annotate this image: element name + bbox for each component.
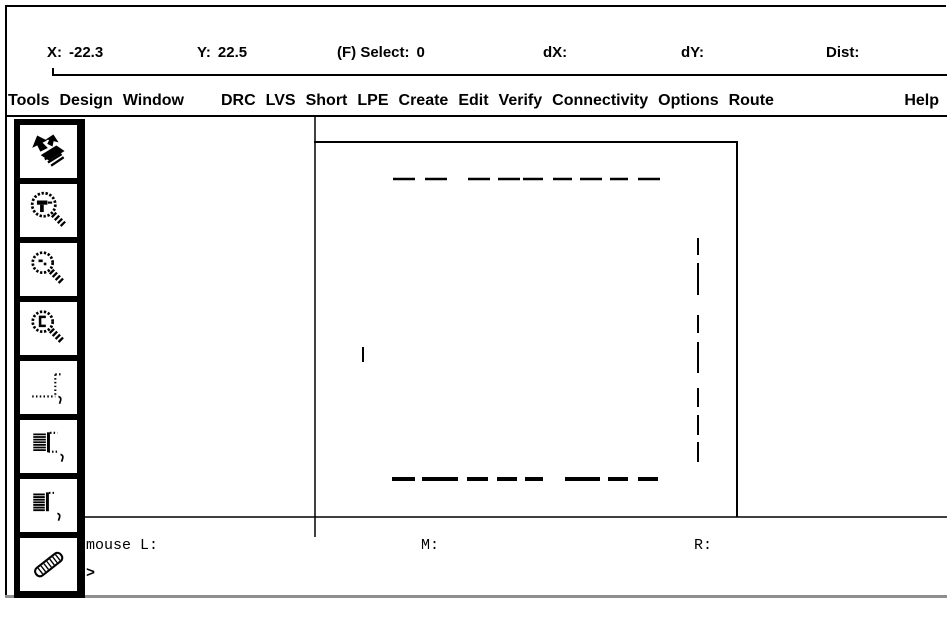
mouse-middle-binding: M: bbox=[421, 537, 440, 554]
menu-item-design[interactable]: Design bbox=[59, 92, 113, 109]
status-x-value: -22.3 bbox=[69, 44, 104, 61]
menu-bar-divider bbox=[7, 115, 947, 117]
menu-item-route[interactable]: Route bbox=[728, 92, 774, 109]
menu-item-short[interactable]: Short bbox=[305, 92, 348, 109]
menu-bar: Tools Design Window DRC LVS Short LPE Cr… bbox=[8, 88, 941, 114]
zoom-out-button[interactable] bbox=[20, 243, 77, 296]
status-y-value: 22.5 bbox=[217, 44, 248, 61]
status-dist-label: Dist: bbox=[826, 44, 860, 61]
status-select: (F) Select: 0 bbox=[337, 44, 425, 61]
ruler-icon bbox=[33, 551, 63, 577]
move-button[interactable] bbox=[20, 479, 77, 532]
menu-item-verify[interactable]: Verify bbox=[498, 92, 543, 109]
zoom-fit-button[interactable] bbox=[20, 184, 77, 237]
zoom-fit-icon bbox=[30, 191, 66, 227]
ruler-button[interactable] bbox=[20, 538, 77, 591]
status-y: Y: 22.5 bbox=[197, 44, 247, 61]
stretch-button[interactable] bbox=[20, 361, 77, 414]
menu-item-help[interactable]: Help bbox=[904, 92, 939, 109]
command-prompt[interactable]: > bbox=[86, 565, 96, 582]
toolbar bbox=[14, 119, 85, 598]
menu-item-connectivity[interactable]: Connectivity bbox=[552, 92, 649, 109]
mouse-right-binding: R: bbox=[694, 537, 713, 554]
status-bar-divider bbox=[52, 74, 947, 76]
copy-icon bbox=[32, 431, 64, 462]
window-border-left bbox=[5, 5, 7, 597]
copy-button[interactable] bbox=[20, 420, 77, 473]
menu-item-window[interactable]: Window bbox=[122, 92, 184, 109]
save-button[interactable] bbox=[20, 125, 77, 178]
status-dy: dY: bbox=[681, 44, 711, 61]
menu-item-options[interactable]: Options bbox=[658, 92, 719, 109]
window-border-bottom bbox=[5, 595, 947, 598]
stretch-icon bbox=[31, 372, 62, 404]
zoom-in-button[interactable] bbox=[20, 302, 77, 355]
save-icon bbox=[31, 133, 65, 167]
status-select-value: 0 bbox=[416, 44, 425, 61]
status-x: X: -22.3 bbox=[47, 44, 103, 61]
status-dx: dX: bbox=[543, 44, 574, 61]
status-y-label: Y: bbox=[197, 44, 211, 61]
status-dx-label: dX: bbox=[543, 44, 568, 61]
menu-item-create[interactable]: Create bbox=[398, 92, 449, 109]
window-border-top bbox=[5, 5, 946, 7]
status-select-label: (F) Select: bbox=[337, 44, 410, 61]
menu-item-lpe[interactable]: LPE bbox=[357, 92, 389, 109]
status-bar: X: -22.3 Y: 22.5 (F) Select: 0 dX: dY: Dist… bbox=[0, 44, 947, 68]
zoom-in-icon bbox=[30, 309, 65, 344]
status-dy-label: dY: bbox=[681, 44, 705, 61]
status-x-label: X: bbox=[47, 44, 62, 61]
menu-item-lvs[interactable]: LVS bbox=[265, 92, 296, 109]
menu-item-tools[interactable]: Tools bbox=[8, 92, 50, 109]
menu-item-edit[interactable]: Edit bbox=[458, 92, 489, 109]
zoom-out-icon bbox=[30, 250, 65, 285]
status-bar-divider-cap bbox=[52, 68, 54, 75]
status-dist: Dist: bbox=[826, 44, 866, 61]
move-icon bbox=[32, 491, 61, 521]
mouse-left-binding: mouse L: bbox=[86, 537, 159, 554]
menu-item-drc[interactable]: DRC bbox=[221, 92, 256, 109]
